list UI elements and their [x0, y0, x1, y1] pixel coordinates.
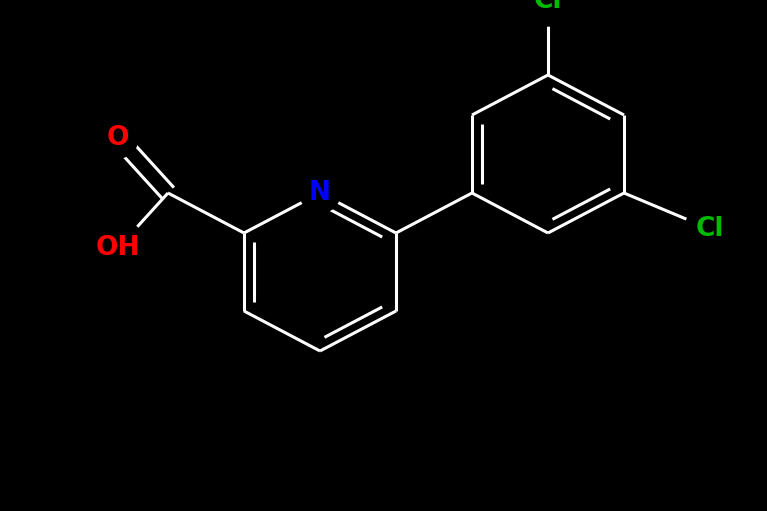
- Circle shape: [90, 220, 146, 276]
- Text: Cl: Cl: [696, 216, 724, 242]
- Circle shape: [300, 173, 340, 213]
- Circle shape: [523, 0, 573, 26]
- Text: OH: OH: [96, 235, 140, 261]
- Circle shape: [98, 118, 138, 158]
- Text: N: N: [309, 180, 331, 206]
- Text: O: O: [107, 125, 130, 151]
- Text: Cl: Cl: [534, 0, 562, 14]
- Circle shape: [685, 204, 735, 254]
